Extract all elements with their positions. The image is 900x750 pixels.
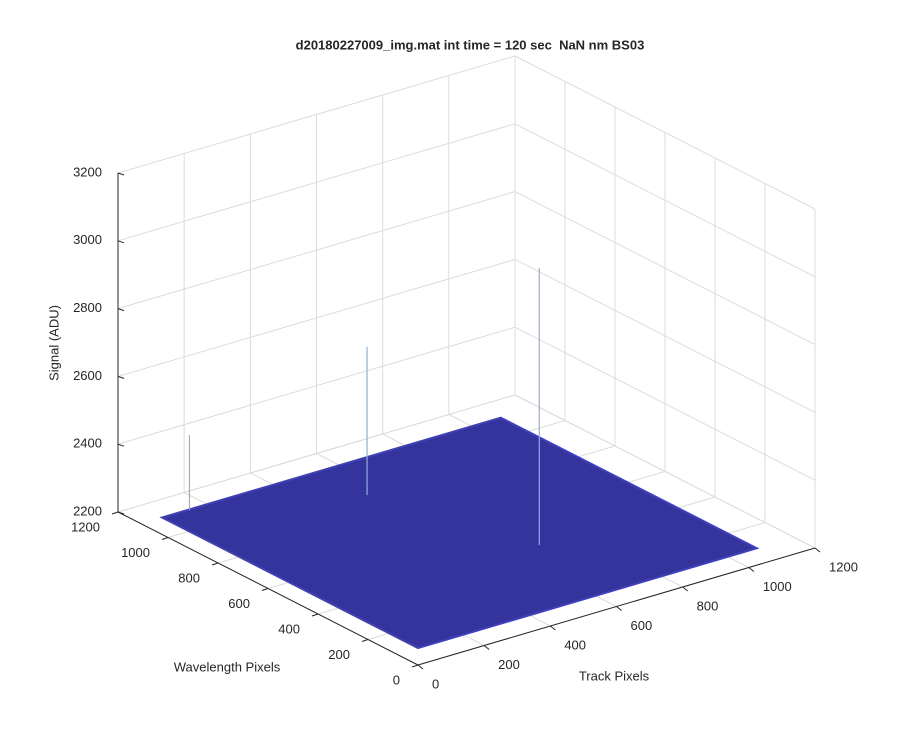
y-tick-label: 200	[328, 647, 350, 662]
x-tick	[550, 625, 556, 631]
x-tick	[483, 645, 490, 650]
grid-line	[514, 258, 816, 413]
z-tick	[117, 511, 125, 515]
grid-line	[117, 55, 516, 174]
chart-title: d20180227009_img.mat int time = 120 sec …	[296, 37, 645, 52]
y-tick	[161, 537, 169, 540]
y-tick-label: 400	[278, 621, 300, 636]
x-tick	[814, 547, 821, 553]
z-tick-label: 2200	[73, 503, 102, 518]
grid-line	[117, 191, 516, 310]
y-tick-label: 800	[178, 570, 200, 585]
y-tick	[411, 664, 419, 668]
z-tick	[117, 443, 125, 447]
x-tick-label: 0	[432, 676, 439, 691]
x-tick-label: 800	[697, 598, 719, 613]
x-tick-label: 600	[631, 618, 653, 633]
grid-line	[117, 326, 516, 445]
grid-line	[514, 55, 816, 210]
z-tick-label: 2800	[73, 300, 102, 315]
grid-line	[514, 394, 816, 549]
y-tick-label: 1200	[71, 519, 100, 534]
z-tick	[117, 375, 125, 379]
grid-line	[514, 326, 816, 481]
surface	[159, 416, 760, 650]
grid-line	[514, 191, 816, 346]
x-tick-label: 200	[498, 657, 520, 672]
y-axis-label: Wavelength Pixels	[174, 659, 281, 674]
x-tick	[682, 586, 688, 592]
x-tick-label: 1200	[829, 559, 858, 574]
y-tick	[361, 639, 369, 642]
x-axis-label: Track Pixels	[579, 668, 650, 683]
z-tick-label: 2400	[73, 436, 102, 451]
x-tick	[616, 606, 622, 611]
x-tick	[417, 664, 424, 670]
z-axis-label: Signal (ADU)	[46, 305, 61, 381]
y-tick	[261, 588, 269, 591]
z-tick-label: 3200	[73, 164, 102, 179]
grid-line	[514, 123, 816, 278]
z-tick	[117, 308, 125, 312]
x-tick	[748, 567, 755, 572]
grid-line	[117, 394, 516, 513]
z-tick-label: 3000	[73, 232, 102, 247]
y-tick-label: 1000	[121, 545, 150, 560]
y-tick-label: 600	[228, 596, 250, 611]
grid-line	[117, 258, 516, 377]
z-tick	[117, 240, 125, 244]
grid-line	[117, 123, 516, 242]
x-tick-label: 1000	[763, 579, 792, 594]
y-tick-label: 0	[393, 672, 400, 687]
y-tick	[211, 562, 219, 566]
y-tick	[111, 511, 119, 515]
z-tick-label: 2600	[73, 368, 102, 383]
x-tick-label: 400	[564, 637, 586, 652]
y-tick	[311, 613, 319, 617]
z-tick	[117, 172, 125, 176]
